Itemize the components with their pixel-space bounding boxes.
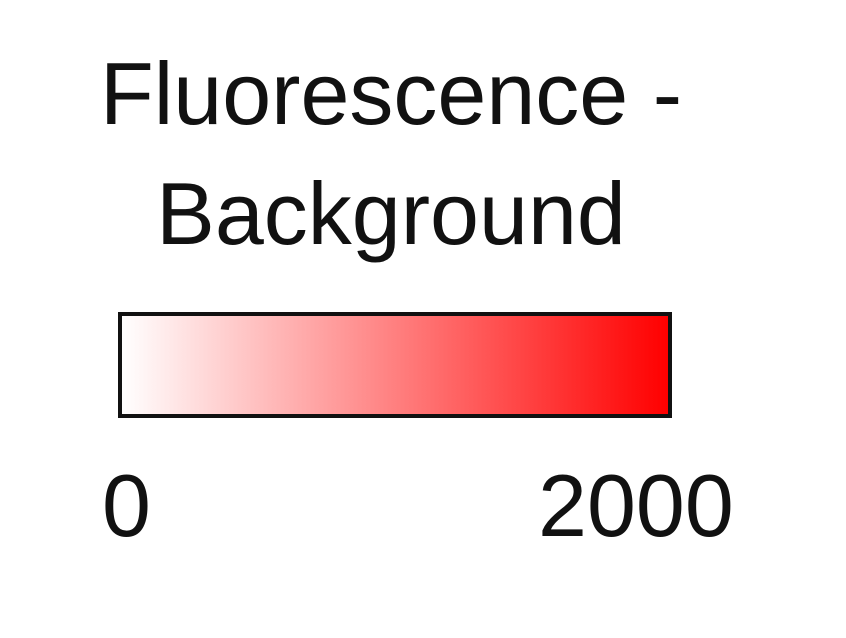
legend-title-line-2: Background: [156, 164, 626, 263]
colorbar-gradient: [118, 312, 672, 418]
legend-title-line-1: Fluorescence -: [99, 44, 682, 143]
colorbar-min-label: 0: [102, 456, 151, 555]
colorbar-max-label: 2000: [538, 456, 734, 555]
